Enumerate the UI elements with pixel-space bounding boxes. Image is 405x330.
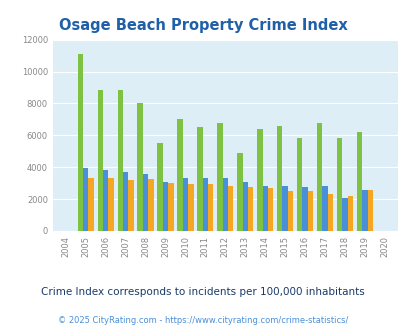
Bar: [361, 189, 367, 231]
Text: Crime Index corresponds to incidents per 100,000 inhabitants: Crime Index corresponds to incidents per…: [41, 287, 364, 297]
Bar: [307, 191, 312, 231]
Bar: [182, 178, 188, 231]
Bar: [341, 197, 347, 231]
Bar: [148, 179, 153, 231]
Bar: [262, 185, 267, 231]
Bar: [117, 90, 123, 231]
Text: © 2025 CityRating.com - https://www.cityrating.com/crime-statistics/: © 2025 CityRating.com - https://www.city…: [58, 315, 347, 325]
Bar: [157, 143, 162, 231]
Bar: [103, 170, 108, 231]
Bar: [347, 196, 352, 231]
Text: Osage Beach Property Crime Index: Osage Beach Property Crime Index: [58, 18, 347, 33]
Bar: [267, 188, 273, 231]
Bar: [302, 187, 307, 231]
Bar: [222, 178, 228, 231]
Bar: [137, 103, 143, 231]
Bar: [296, 139, 302, 231]
Bar: [247, 187, 253, 231]
Bar: [356, 132, 361, 231]
Bar: [123, 172, 128, 231]
Bar: [367, 189, 372, 231]
Bar: [242, 182, 247, 231]
Bar: [197, 126, 202, 231]
Bar: [162, 182, 168, 231]
Bar: [83, 168, 88, 231]
Bar: [287, 191, 292, 231]
Bar: [202, 178, 208, 231]
Bar: [217, 122, 222, 231]
Bar: [208, 184, 213, 231]
Bar: [282, 186, 287, 231]
Bar: [77, 54, 83, 231]
Bar: [88, 178, 94, 231]
Bar: [108, 178, 113, 231]
Bar: [237, 153, 242, 231]
Bar: [327, 193, 333, 231]
Bar: [128, 180, 133, 231]
Bar: [168, 183, 173, 231]
Bar: [188, 184, 193, 231]
Bar: [322, 186, 327, 231]
Bar: [143, 174, 148, 231]
Bar: [97, 90, 103, 231]
Bar: [277, 126, 282, 231]
Bar: [228, 185, 233, 231]
Bar: [177, 118, 182, 231]
Bar: [256, 129, 262, 231]
Bar: [316, 123, 322, 231]
Bar: [336, 139, 341, 231]
